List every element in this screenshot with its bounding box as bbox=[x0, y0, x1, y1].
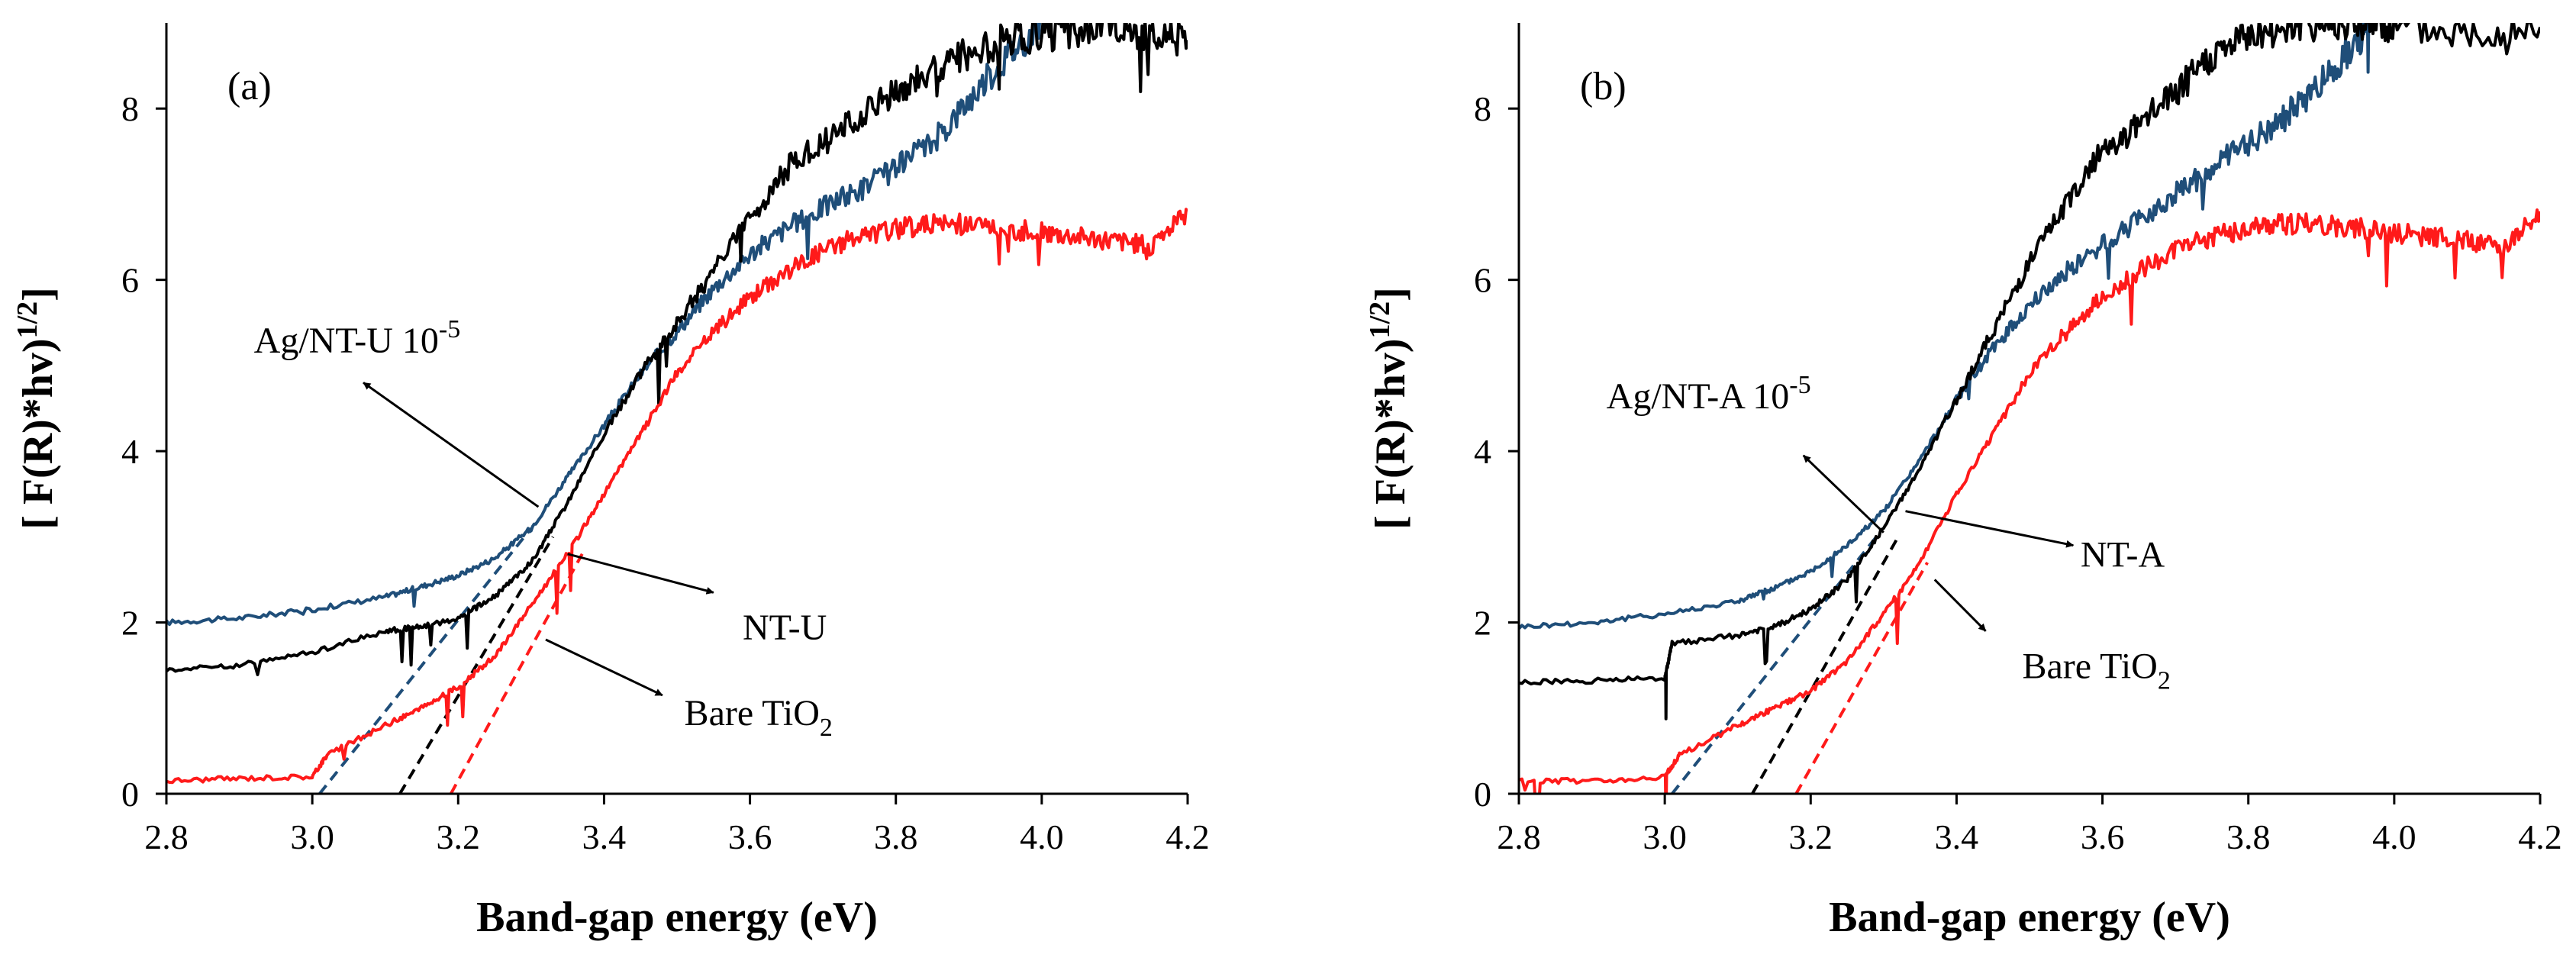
x-tick-label: 4.0 bbox=[2372, 817, 2416, 856]
annotation-text: Bare TiO bbox=[685, 693, 820, 733]
panel-a: 2.8 3.0 3.2 3.4 3.6 3.8 4.0 4.2 0 2 4 6 8 Band-gap en… bbox=[11, 23, 1210, 941]
x-tick-label: 3.8 bbox=[2226, 817, 2271, 856]
y-axis-title-superscript: 1/2 bbox=[1364, 301, 1396, 339]
series-line-ag-nt-a-10-5 bbox=[1519, 23, 2373, 630]
annotation-label: Bare TiO2 bbox=[2022, 646, 2170, 695]
x-axis-title: Band-gap energy (eV) bbox=[1829, 894, 2230, 941]
x-tick-label: 3.0 bbox=[290, 817, 334, 856]
x-tick-label: 3.4 bbox=[582, 817, 627, 856]
annotation-arrow bbox=[545, 638, 663, 697]
x-tick-label: 3.6 bbox=[728, 817, 772, 856]
x-tick-label: 3.2 bbox=[1789, 817, 1833, 856]
annotation-subscript: 2 bbox=[2158, 667, 2171, 695]
x-tick-label: 2.8 bbox=[1497, 817, 1541, 856]
annotation-label: Ag/NT-U 10-5 bbox=[254, 315, 461, 361]
y-tick-label: 8 bbox=[121, 89, 139, 128]
y-tick-label: 0 bbox=[1474, 775, 1491, 814]
annotation-label: NT-A bbox=[2081, 535, 2165, 575]
annotation-text: NT-U bbox=[743, 608, 827, 648]
tangent-line-3 bbox=[449, 553, 584, 794]
annotation-arrow bbox=[1802, 454, 1884, 534]
annotation-arrow bbox=[363, 382, 540, 508]
y-axis-title-superscript: 1/2 bbox=[11, 301, 44, 339]
tangent-line-3 bbox=[1794, 562, 1929, 794]
annotation-text: NT-A bbox=[2081, 535, 2165, 575]
panel-label: (b) bbox=[1580, 65, 1627, 108]
y-tick-label: 8 bbox=[1474, 89, 1491, 128]
annotation-superscript: -5 bbox=[439, 315, 460, 343]
y-tick-label: 2 bbox=[121, 604, 139, 643]
x-tick-label: 3.2 bbox=[437, 817, 481, 856]
annotation-subscript: 2 bbox=[820, 714, 833, 742]
x-tick-label: 4.2 bbox=[2518, 817, 2562, 856]
x-tick-label: 4.2 bbox=[1165, 817, 1210, 856]
y-tick-label: 6 bbox=[1474, 261, 1491, 300]
panel-label: (a) bbox=[227, 65, 272, 108]
tangent-line-2 bbox=[1751, 536, 1900, 794]
annotation-label: NT-U bbox=[743, 608, 827, 648]
series-line-nt-a bbox=[1519, 23, 2540, 720]
y-axis-title-main: [ F(R)*hv) bbox=[15, 338, 62, 529]
y-axis-title-close: ] bbox=[15, 287, 62, 301]
annotation-arrow bbox=[1933, 579, 1987, 632]
annotation-text: Bare TiO bbox=[2022, 646, 2157, 687]
annotation-label: Bare TiO2 bbox=[685, 693, 833, 742]
x-tick-label: 2.8 bbox=[144, 817, 189, 856]
x-tick-label: 3.4 bbox=[1935, 817, 1979, 856]
series-line-bare-tio2 bbox=[166, 208, 1188, 785]
tangent-line-2 bbox=[398, 536, 555, 794]
y-axis-title: [ F(R)*hv)1/2] bbox=[1364, 287, 1414, 530]
x-tick-label: 3.6 bbox=[2081, 817, 2125, 856]
y-tick-label: 4 bbox=[121, 432, 139, 471]
annotation-label: Ag/NT-A 10-5 bbox=[1607, 371, 1811, 417]
annotation-arrow bbox=[567, 553, 714, 595]
panel-b: 2.8 3.0 3.2 3.4 3.6 3.8 4.0 4.2 0 2 4 6 8 Band-gap en… bbox=[1364, 23, 2562, 941]
annotation-arrow bbox=[1905, 510, 2075, 548]
x-tick-label: 3.0 bbox=[1643, 817, 1687, 856]
annotation-text: Ag/NT-U 10 bbox=[254, 321, 439, 361]
x-axis-title: Band-gap energy (eV) bbox=[476, 894, 878, 941]
y-tick-label: 4 bbox=[1474, 432, 1491, 471]
series-line-nt-u bbox=[166, 23, 1188, 676]
y-axis-title-close: ] bbox=[1367, 287, 1414, 301]
series-line-bare-tio2 bbox=[1519, 208, 2540, 794]
y-axis-title: [ F(R)*hv)1/2] bbox=[11, 287, 62, 530]
series-line-ag-nt-u-10-5 bbox=[166, 23, 1042, 627]
annotation-superscript: -5 bbox=[1789, 371, 1810, 399]
y-tick-label: 6 bbox=[121, 261, 139, 300]
y-axis-title-main: [ F(R)*hv) bbox=[1367, 338, 1414, 529]
tangent-line-1 bbox=[318, 527, 533, 794]
y-tick-label: 2 bbox=[1474, 604, 1491, 643]
annotation-text: Ag/NT-A 10 bbox=[1607, 376, 1790, 417]
y-tick-label: 0 bbox=[121, 775, 139, 814]
x-tick-label: 4.0 bbox=[1020, 817, 1064, 856]
x-tick-label: 3.8 bbox=[874, 817, 918, 856]
